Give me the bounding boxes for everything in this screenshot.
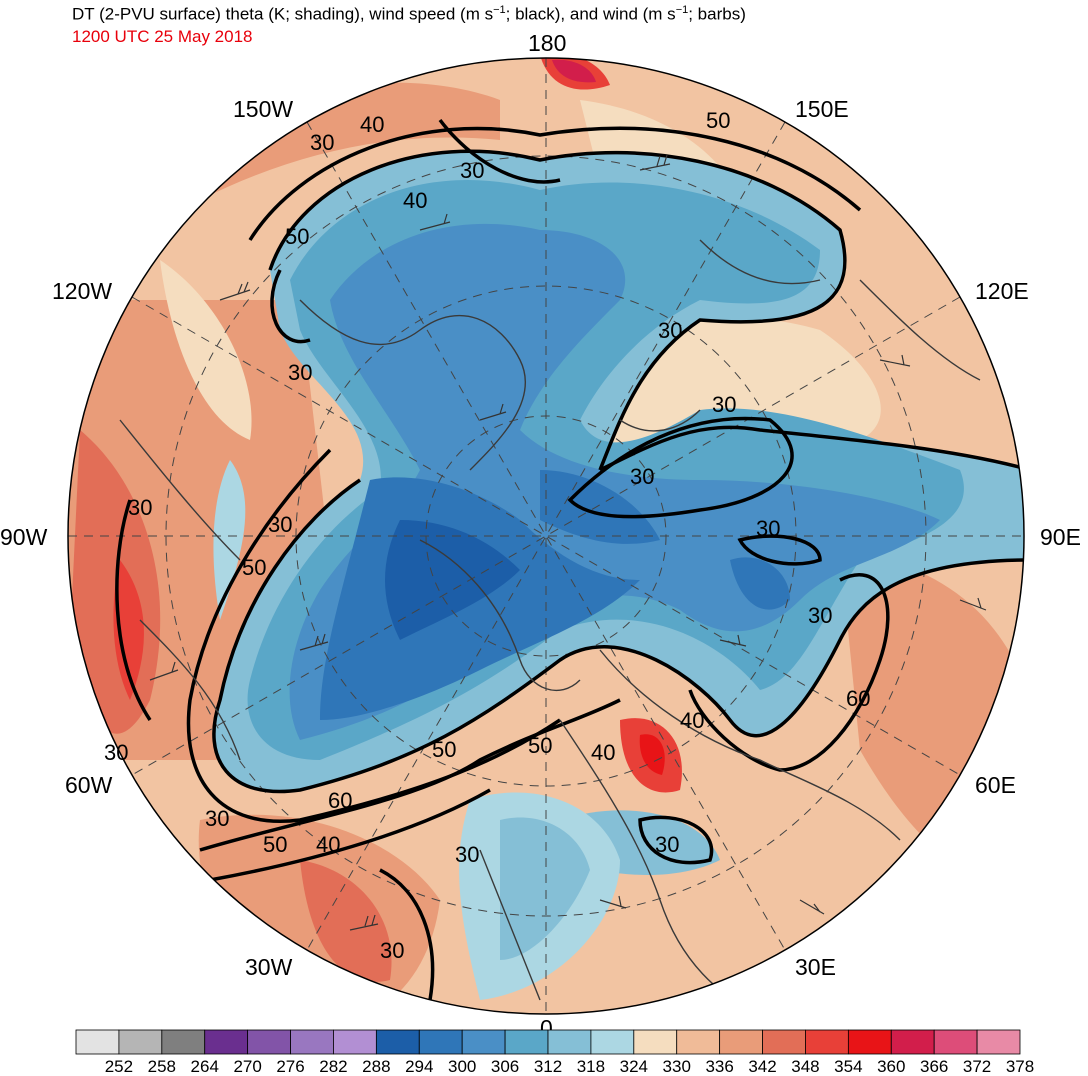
colorbar-swatch bbox=[590, 1029, 635, 1055]
colorbar-tick-label: 294 bbox=[405, 1057, 433, 1076]
contour-label: 50 bbox=[432, 737, 456, 762]
colorbar-tick-label: 282 bbox=[319, 1057, 347, 1076]
colorbar-swatch bbox=[762, 1029, 806, 1055]
colorbar-swatch bbox=[890, 1029, 935, 1055]
lon-label-30w: 30W bbox=[245, 954, 293, 980]
contour-label: 30 bbox=[808, 603, 832, 628]
graticule bbox=[68, 58, 1024, 1014]
colorbar-swatch bbox=[375, 1029, 420, 1055]
colorbar-swatch bbox=[247, 1029, 291, 1055]
colorbar-swatch bbox=[847, 1029, 892, 1055]
contour-label: 30 bbox=[630, 464, 654, 489]
wind-speed-contours bbox=[115, 118, 1024, 1001]
colorbar-swatch bbox=[547, 1029, 592, 1055]
contour-label: 30 bbox=[712, 392, 736, 417]
contour-label: 40 bbox=[680, 708, 704, 733]
contour-label: 30 bbox=[128, 495, 152, 520]
lon-label-150e: 150E bbox=[795, 96, 849, 122]
lon-label-60w: 60W bbox=[65, 772, 113, 798]
lon-label-120e: 120E bbox=[975, 278, 1029, 304]
lon-label-90e: 90E bbox=[1040, 524, 1081, 550]
wind-barbs bbox=[149, 154, 987, 931]
contour-label: 50 bbox=[528, 733, 552, 758]
colorbar-tick-label: 336 bbox=[705, 1057, 733, 1076]
contour-label: 30 bbox=[380, 938, 404, 963]
contour-label: 60 bbox=[328, 788, 352, 813]
colorbar-tick-label: 312 bbox=[534, 1057, 562, 1076]
colorbar-tick-label: 378 bbox=[1006, 1057, 1034, 1076]
colorbar-tick-label: 348 bbox=[791, 1057, 819, 1076]
contour-label: 30 bbox=[288, 360, 312, 385]
contour-label: 40 bbox=[360, 112, 384, 137]
contour-label: 50 bbox=[706, 108, 730, 133]
colorbar-tick-label: 330 bbox=[663, 1057, 691, 1076]
colorbar-swatch bbox=[161, 1029, 206, 1055]
colorbar-tick-label: 360 bbox=[877, 1057, 905, 1076]
longitude-labels: 180 150W 150E 120W 120E 90W 90E 60W 60E … bbox=[0, 30, 1081, 1041]
colorbar-swatch bbox=[504, 1029, 549, 1055]
contour-label: 30 bbox=[455, 842, 479, 867]
colorbar-swatch bbox=[333, 1029, 377, 1055]
colorbar-swatch bbox=[633, 1029, 678, 1055]
contour-label: 30 bbox=[268, 512, 292, 537]
colorbar-tick-label: 324 bbox=[620, 1057, 648, 1076]
contour-label: 30 bbox=[104, 740, 128, 765]
contour-label: 50 bbox=[263, 832, 287, 857]
colorbar-swatch bbox=[933, 1029, 978, 1055]
colorbar-swatch bbox=[976, 1029, 1021, 1055]
colorbar-swatch bbox=[118, 1029, 163, 1055]
colorbar-swatch bbox=[676, 1029, 721, 1055]
lon-label-30e: 30E bbox=[795, 954, 836, 980]
colorbar-swatch bbox=[290, 1029, 334, 1055]
contour-label: 30 bbox=[658, 318, 682, 343]
map-boundary bbox=[67, 57, 1025, 1015]
colorbar-tick-label: 306 bbox=[491, 1057, 519, 1076]
lon-label-120w: 120W bbox=[52, 278, 112, 304]
colorbar-tick-label: 342 bbox=[748, 1057, 776, 1076]
colorbar-tick-label: 354 bbox=[834, 1057, 862, 1076]
colorbar-tick-label: 366 bbox=[920, 1057, 948, 1076]
colorbar-swatch bbox=[204, 1029, 249, 1055]
colorbar-tick-label: 252 bbox=[105, 1057, 133, 1076]
colorbar-tick-label: 372 bbox=[963, 1057, 991, 1076]
colorbar-swatch bbox=[461, 1029, 506, 1055]
colorbar-tick-label: 270 bbox=[233, 1057, 261, 1076]
contour-label: 30 bbox=[756, 516, 780, 541]
colorbar-tick-label: 300 bbox=[448, 1057, 476, 1076]
lon-label-150w: 150W bbox=[233, 96, 293, 122]
contour-label: 30 bbox=[655, 832, 679, 857]
colorbar-swatch bbox=[719, 1029, 763, 1055]
lon-label-90w: 90W bbox=[0, 524, 48, 550]
contour-label: 60 bbox=[846, 686, 870, 711]
contour-label: 30 bbox=[205, 806, 229, 831]
contour-label: 30 bbox=[460, 158, 484, 183]
colorbar: 252 258 264 270 276 282 288 294 300 306 312 318 324 3… bbox=[75, 1029, 1034, 1076]
colorbar-swatch bbox=[418, 1029, 463, 1055]
theta-shading bbox=[68, 58, 1024, 1014]
colorbar-tick-label: 264 bbox=[191, 1057, 219, 1076]
colorbar-tick-label: 288 bbox=[362, 1057, 390, 1076]
contour-label: 40 bbox=[316, 832, 340, 857]
colorbar-tick-label: 318 bbox=[577, 1057, 605, 1076]
valid-time: 1200 UTC 25 May 2018 bbox=[72, 27, 253, 46]
contour-label: 50 bbox=[242, 555, 266, 580]
contour-label: 40 bbox=[591, 740, 615, 765]
lon-label-60e: 60E bbox=[975, 772, 1016, 798]
contour-label: 40 bbox=[403, 188, 427, 213]
contour-label-group: 30 40 50 30 40 50 30 30 30 30 30 30 50 3… bbox=[104, 108, 870, 963]
colorbar-tick-label: 258 bbox=[148, 1057, 176, 1076]
colorbar-swatch bbox=[805, 1029, 849, 1055]
colorbar-swatch bbox=[75, 1029, 120, 1055]
contour-label: 50 bbox=[285, 224, 309, 249]
coastlines bbox=[119, 239, 981, 1011]
lon-label-180: 180 bbox=[528, 30, 566, 56]
colorbar-tick-label: 276 bbox=[276, 1057, 304, 1076]
figure-title: DT (2-PVU surface) theta (K; shading), w… bbox=[72, 4, 746, 24]
contour-label: 30 bbox=[310, 130, 334, 155]
